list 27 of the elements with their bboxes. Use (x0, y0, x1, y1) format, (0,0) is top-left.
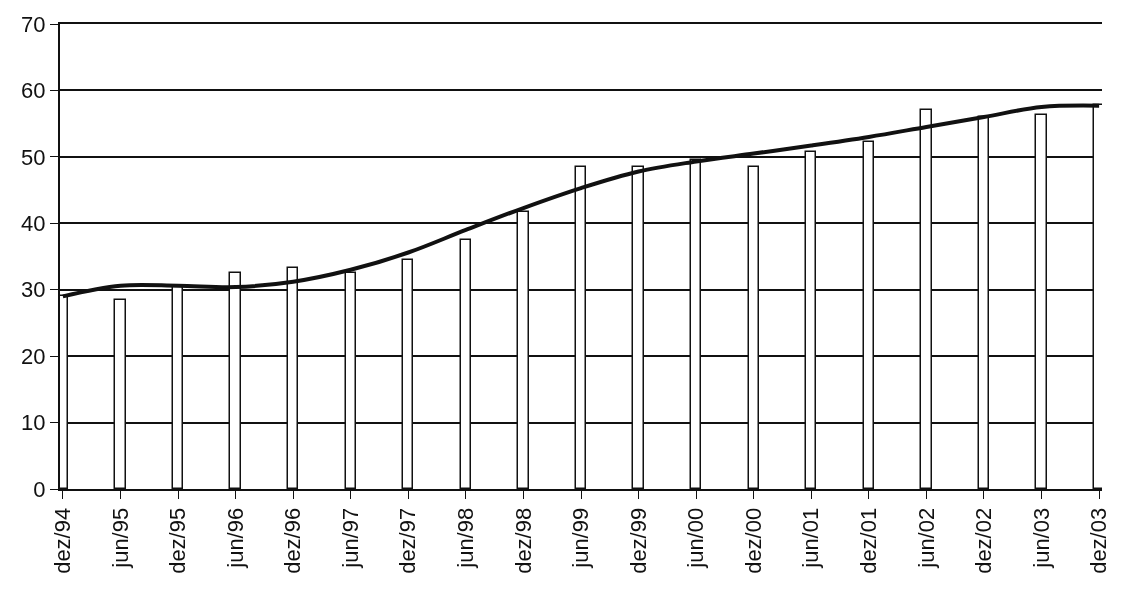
x-tick-label: dez/03 (1086, 507, 1112, 574)
x-tick-label: jun/01 (798, 507, 824, 569)
x-tick-label: jun/99 (568, 507, 594, 569)
x-tick-label: jun/96 (222, 507, 248, 569)
x-tick-label: jun/97 (337, 507, 363, 569)
x-tick-label: dez/97 (395, 507, 421, 574)
x-tick-label: jun/98 (453, 507, 479, 569)
y-tick-label: 50 (21, 144, 46, 170)
y-tick-label: 70 (21, 11, 46, 37)
y-tick-label: 60 (21, 78, 46, 104)
x-tick-label: dez/95 (165, 507, 191, 574)
y-tick-label: 40 (21, 210, 46, 236)
x-tick-label: dez/02 (971, 507, 997, 574)
y-tick-label: 10 (21, 410, 46, 436)
x-tick-label: dez/01 (856, 507, 881, 574)
x-tick-label: dez/99 (625, 507, 651, 574)
x-tick-label: dez/98 (510, 507, 536, 574)
x-tick-label: dez/00 (740, 507, 766, 574)
y-tick-label: 20 (21, 343, 46, 369)
x-tick-label: jun/02 (913, 507, 939, 569)
x-tick-label: jun/03 (1028, 507, 1054, 569)
x-tick-label: jun/95 (107, 507, 133, 569)
x-tick-label: jun/00 (683, 507, 709, 569)
x-tick-label: dez/96 (280, 507, 306, 574)
y-tick-label: 0 (33, 476, 46, 502)
x-tick-label: dez/94 (50, 507, 76, 574)
y-tick-label: 30 (21, 277, 46, 303)
